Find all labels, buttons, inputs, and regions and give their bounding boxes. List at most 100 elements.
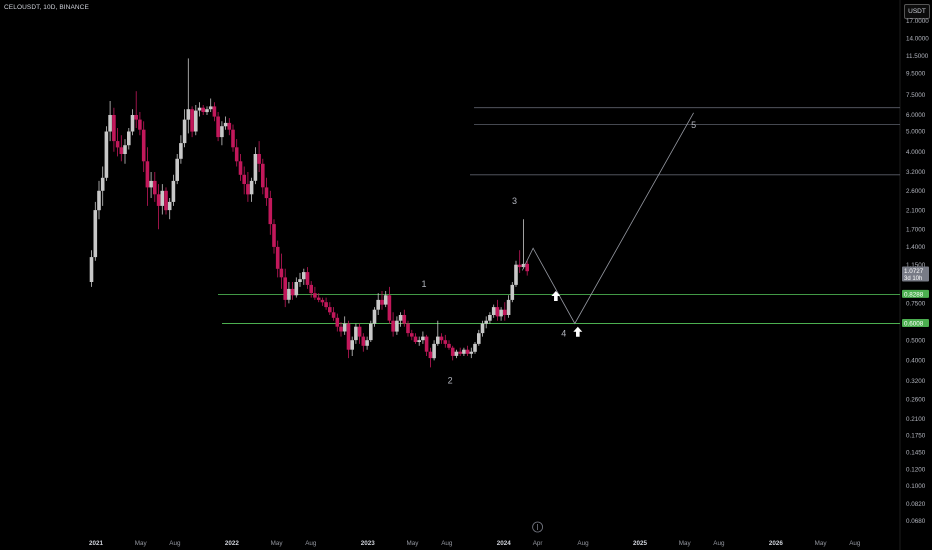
candle-body	[421, 336, 425, 341]
price-tick-label: 2.1000	[906, 207, 926, 214]
candle-body	[108, 115, 112, 132]
candle-body	[93, 210, 98, 258]
candle-body	[257, 154, 261, 164]
candle-body	[503, 309, 507, 315]
price-label-tag	[902, 266, 929, 282]
candle-body	[153, 180, 157, 195]
wave-label-2: 2	[448, 376, 453, 386]
candle-body	[331, 312, 336, 318]
wave-label-5: 5	[691, 120, 696, 130]
up-arrow-icon	[573, 326, 583, 337]
price-tick-label: 0.3200	[906, 378, 926, 385]
candle-body	[477, 333, 481, 344]
candle-body	[231, 129, 235, 148]
candle-body	[164, 190, 168, 211]
wave-label-1: 1	[421, 279, 426, 289]
price-tick-label: 4.0000	[906, 149, 926, 156]
candle-body	[264, 187, 269, 199]
candle-body	[216, 116, 220, 138]
time-tick-label: 2021	[89, 540, 104, 547]
candle-body	[328, 307, 332, 313]
price-tick-label: 0.0820	[906, 501, 926, 508]
candle-body	[171, 180, 176, 202]
price-tick-label: 9.5000	[906, 71, 926, 78]
candle-body	[268, 198, 273, 225]
candle-body	[357, 326, 362, 337]
candle-body	[100, 177, 105, 191]
goto-date-icon[interactable]	[532, 521, 543, 533]
time-tick-label: May	[815, 540, 828, 547]
price-tick-label: 0.1000	[906, 483, 926, 490]
candle-body	[491, 307, 496, 315]
candle-body	[458, 351, 462, 354]
time-tick-label: May	[135, 540, 148, 547]
candle-body	[246, 184, 250, 195]
candle-body	[145, 161, 150, 188]
time-tick-label: 2023	[361, 540, 376, 547]
price-tick-label: 1.1500	[906, 262, 926, 269]
candle-body	[447, 343, 451, 348]
price-tick-label: 1.7000	[906, 227, 926, 234]
candle-body	[339, 326, 343, 332]
candle-body	[346, 323, 351, 350]
price-tick-label: 17.0000	[906, 18, 929, 25]
candle-body	[465, 349, 470, 354]
candle-body	[391, 320, 395, 332]
candle-body	[242, 174, 246, 184]
candle-body	[495, 307, 500, 317]
candle-body	[517, 264, 522, 268]
candle-body	[134, 115, 138, 120]
candle-body	[313, 293, 317, 298]
candle-body	[197, 107, 202, 111]
candle-body	[89, 257, 94, 282]
time-tick-label: Aug	[305, 540, 317, 547]
candle-body	[261, 163, 265, 188]
price-label-value: 0.6008	[904, 321, 924, 328]
candle-body	[167, 201, 172, 211]
candle-body	[238, 161, 243, 175]
candle-body	[279, 268, 284, 278]
candle-body	[342, 323, 347, 332]
candle-body	[182, 119, 187, 144]
price-tick-label: 0.2100	[906, 416, 926, 423]
candle-body	[201, 107, 205, 112]
candle-body	[249, 180, 254, 195]
time-tick-label: May	[271, 540, 284, 547]
up-arrow-icon	[551, 291, 561, 302]
candle-body	[205, 109, 209, 113]
candle-body	[298, 279, 302, 282]
candle-body	[350, 340, 354, 350]
price-tick-label: 2.6000	[906, 188, 926, 195]
price-tick-label: 11.5000	[906, 53, 929, 60]
candle-body	[398, 315, 403, 321]
candle-body	[499, 309, 503, 317]
price-tick-label: 0.4000	[906, 358, 926, 365]
candle-body	[439, 336, 444, 341]
candle-body	[473, 343, 477, 352]
candle-body	[506, 299, 511, 315]
candle-body	[212, 106, 217, 117]
time-tick-label: Aug	[713, 540, 725, 547]
candle-body	[316, 297, 321, 300]
symbol-title: CELOUSDT, 10D, BINANCE	[4, 4, 89, 11]
candle-body	[521, 263, 526, 268]
currency-selector[interactable]: USDT	[904, 4, 930, 19]
candle-body	[115, 141, 120, 148]
candle-body	[324, 302, 328, 308]
time-tick-label: 2022	[225, 540, 240, 547]
time-tick-label: May	[679, 540, 692, 547]
price-tick-label: 6.0000	[906, 112, 926, 119]
candle-body	[443, 340, 448, 344]
candle-body	[175, 158, 179, 181]
candle-body	[275, 246, 280, 269]
candle-body	[428, 351, 433, 359]
candle-body	[402, 315, 407, 324]
candle-body	[406, 323, 410, 334]
candle-body	[290, 288, 295, 296]
price-label-tag	[902, 319, 929, 327]
candle-body	[376, 299, 380, 310]
wave-label-3: 3	[512, 196, 517, 206]
candle-body	[450, 347, 455, 356]
